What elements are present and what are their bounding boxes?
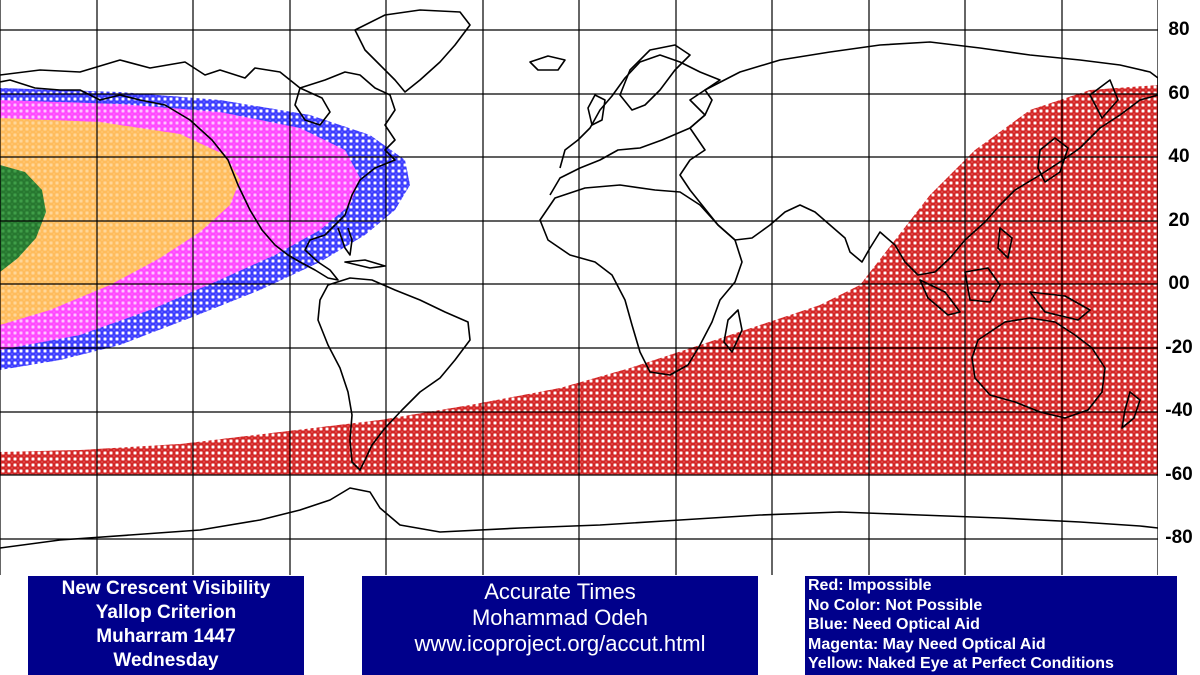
credit-author: Mohammad Odeh bbox=[471, 605, 649, 630]
north-america-outline bbox=[0, 59, 396, 281]
legend-item-blue: Blue: Need Optical Aid bbox=[808, 616, 980, 633]
cuba-outline bbox=[344, 259, 386, 269]
zone-green-naked-eye bbox=[0, 165, 46, 272]
visibility-map bbox=[0, 0, 1158, 575]
legend-item-red: Red: Impossible bbox=[808, 577, 932, 594]
legend-item-magenta: Magenta: May Need Optical Aid bbox=[808, 635, 1046, 653]
title-box: New Crescent Visibility Yallop Criterion… bbox=[28, 576, 304, 675]
map-grid bbox=[0, 0, 1158, 575]
iceland-outline bbox=[529, 55, 566, 71]
criterion-line: Yallop Criterion bbox=[95, 602, 237, 623]
australia-outline bbox=[971, 317, 1106, 419]
scandinavia-outline bbox=[619, 44, 691, 111]
europe-outline bbox=[549, 54, 721, 196]
credit-box: Accurate Times Mohammad Odeh www.icoproj… bbox=[362, 576, 758, 675]
latitude-label: 20 bbox=[1168, 209, 1190, 231]
greenland-outline bbox=[354, 9, 471, 93]
legend-item-no-color: No Color: Not Possible bbox=[808, 596, 983, 614]
philippines-outline bbox=[997, 227, 1013, 259]
legend-item-yellow: Yellow: Naked Eye at Perfect Conditions bbox=[808, 655, 1114, 672]
credit-title: Accurate Times bbox=[484, 579, 636, 604]
latitude-label: 80 bbox=[1168, 19, 1190, 40]
latitude-label: -60 bbox=[1165, 463, 1193, 485]
legend-box: Red: Impossible No Color: Not Possible B… bbox=[805, 576, 1177, 675]
madagascar-outline bbox=[723, 309, 743, 353]
latitude-label: 40 bbox=[1168, 146, 1190, 167]
latitude-axis: 80 60 40 20 00 -20 -40 -60 -80 bbox=[1158, 0, 1200, 575]
latitude-label: 00 bbox=[1168, 273, 1190, 294]
latitude-label: -80 bbox=[1165, 527, 1193, 548]
british-isles-outline bbox=[587, 94, 606, 126]
hudson-bay-outline bbox=[294, 87, 331, 126]
continent-outlines bbox=[0, 9, 1158, 549]
antarctica-outline bbox=[0, 487, 1158, 549]
south-america-outline bbox=[317, 277, 471, 471]
new-guinea-outline bbox=[1029, 291, 1091, 321]
borneo-outline bbox=[964, 267, 1001, 303]
map-canvas bbox=[0, 0, 1158, 575]
florida-outline bbox=[337, 227, 353, 256]
africa-outline bbox=[539, 184, 743, 376]
japan-outline bbox=[1037, 137, 1069, 183]
latitude-label: 60 bbox=[1168, 82, 1190, 104]
kamchatka-outline bbox=[1089, 79, 1119, 119]
title-line: New Crescent Visibility bbox=[61, 578, 271, 599]
asia-outline bbox=[679, 41, 1158, 276]
latitude-label: -20 bbox=[1165, 336, 1193, 358]
new-zealand-outline bbox=[1121, 391, 1141, 429]
sumatra-outline bbox=[919, 279, 961, 316]
day-line: Wednesday bbox=[113, 650, 219, 671]
latitude-label: -40 bbox=[1165, 400, 1193, 421]
credit-url: www.icoproject.org/accut.html bbox=[414, 631, 706, 656]
month-line: Muharram 1447 bbox=[96, 626, 236, 647]
